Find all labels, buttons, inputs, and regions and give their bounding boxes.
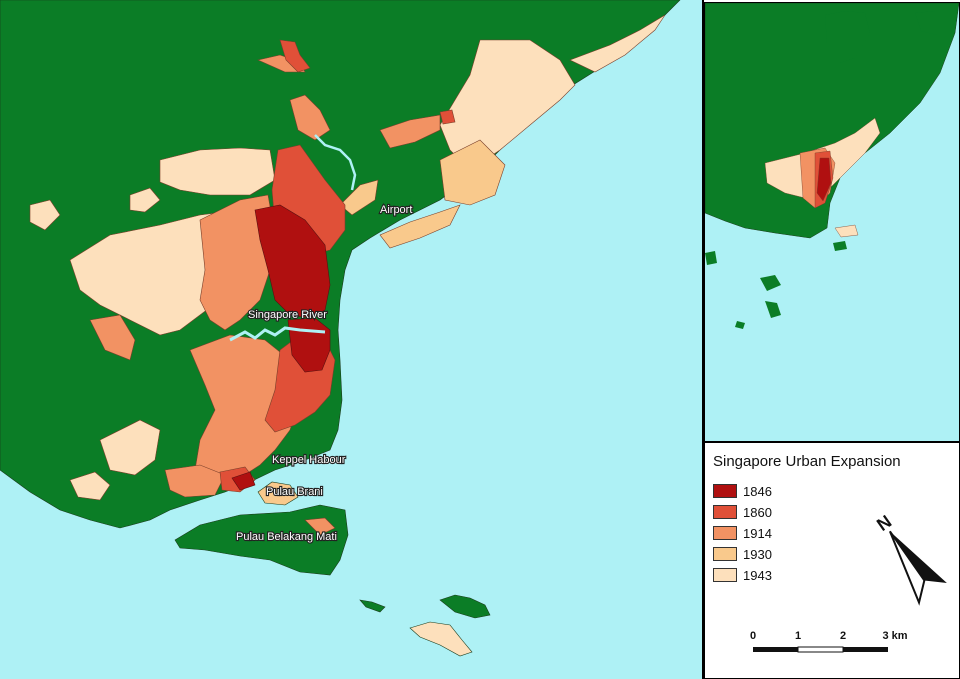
scale-segment-2 [797,646,844,653]
scale-bar: 0 1 2 3 km [750,630,908,653]
urban-1943 [29,14,666,501]
legend-label-1860: 1860 [743,504,772,520]
legend-label-1930: 1930 [743,546,772,562]
north-label: N [873,511,895,535]
inset-island-se2 [765,301,781,318]
legend-item-1846: 1846 [713,483,772,499]
main-map-canvas: Airport Singapore River Keppel Habour Pu… [0,0,702,679]
inset-island-se1 [760,275,781,291]
north-arrow-icon: N [873,511,947,606]
legend-label-1914: 1914 [743,525,772,541]
pulau-belakang-mati-label: Pulau Belakang Mati [236,531,337,543]
small-island-2 [359,599,386,613]
legend-label-1846: 1846 [743,483,772,499]
pulau-brani-label: Pulau Brani [266,486,323,498]
inset-island-s [735,321,745,329]
inset-island-e [833,241,847,251]
legend-title: Singapore Urban Expansion [713,453,901,470]
legend-swatch-1914 [713,526,737,540]
inset-map[interactable] [704,2,960,442]
inset-island-top [825,11,870,63]
legend-swatch-1930 [713,547,737,561]
scale-segment-1 [753,647,798,652]
inset-map-canvas [705,3,959,441]
pulau-belakang-mati-island [174,504,349,576]
urban-1930 [339,139,506,249]
pulau-brani-island [257,481,299,506]
inset-urban [764,117,881,238]
main-map[interactable]: Airport Singapore River Keppel Habour Pu… [0,0,702,679]
legend-item-1930: 1930 [713,546,772,562]
north-arrow-light-half [888,530,926,606]
legend-swatch-1860 [713,505,737,519]
legend-item-1860: 1860 [713,504,772,520]
legend-swatch-1846 [713,484,737,498]
scale-tick-1: 1 [795,630,801,642]
legend-swatch-1943 [713,568,737,582]
singapore-river-label: Singapore River [248,309,327,321]
urban-1914 [89,54,441,536]
singapore-river [229,326,326,342]
northern-river [314,134,357,191]
scale-segment-3 [843,647,888,652]
legend-panel: Singapore Urban Expansion 1846 1860 1914… [704,442,960,679]
map-divider [702,0,704,679]
small-island-3 [409,621,473,657]
small-island-1 [439,594,491,619]
legend-item-1943: 1943 [713,567,772,583]
scale-tick-0: 0 [750,630,756,642]
scale-tick-3: 3 km [882,630,907,642]
inset-island-sw [705,251,717,265]
scale-tick-2: 2 [840,630,846,642]
inset-island-ne [915,11,945,35]
airport-label: Airport [380,204,412,216]
legend-item-1914: 1914 [713,525,772,541]
legend-label-1943: 1943 [743,567,772,583]
keppel-habour-label: Keppel Habour [272,454,346,466]
